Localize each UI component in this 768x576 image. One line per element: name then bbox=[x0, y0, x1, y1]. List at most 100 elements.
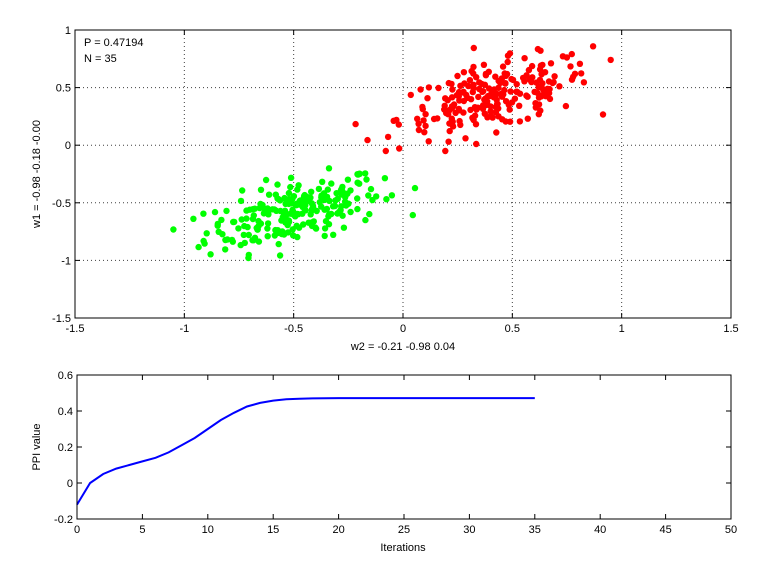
data-point bbox=[269, 206, 276, 213]
data-point bbox=[506, 50, 514, 57]
data-point bbox=[340, 224, 348, 231]
data-point bbox=[419, 103, 426, 111]
data-point bbox=[190, 215, 197, 222]
data-point bbox=[200, 210, 207, 217]
data-point bbox=[345, 200, 352, 207]
data-point bbox=[244, 223, 251, 231]
data-point bbox=[556, 83, 563, 90]
data-point bbox=[534, 89, 541, 97]
data-point bbox=[483, 101, 491, 108]
data-point bbox=[445, 79, 452, 87]
x-tick-label: 0 bbox=[400, 323, 406, 335]
data-point bbox=[501, 70, 508, 77]
data-point bbox=[417, 86, 424, 93]
data-point bbox=[275, 240, 282, 248]
data-point bbox=[322, 218, 330, 225]
data-point bbox=[470, 116, 477, 124]
data-point bbox=[315, 185, 323, 193]
data-point bbox=[310, 218, 317, 225]
data-point bbox=[237, 197, 245, 205]
scatter-x-axis-label: w2 = -0.21 -0.98 0.04 bbox=[350, 341, 455, 353]
data-point bbox=[470, 81, 477, 89]
data-point bbox=[224, 236, 231, 243]
x-tick-label: -1 bbox=[179, 323, 189, 335]
data-point bbox=[367, 185, 375, 193]
data-point bbox=[422, 111, 429, 118]
data-point bbox=[502, 80, 509, 87]
data-point bbox=[567, 63, 574, 70]
data-point bbox=[446, 120, 453, 127]
data-point bbox=[415, 126, 423, 134]
data-point bbox=[344, 190, 351, 197]
data-point bbox=[454, 72, 461, 80]
data-point bbox=[321, 225, 329, 232]
data-point bbox=[539, 80, 546, 87]
x-tick-label: 10 bbox=[202, 524, 214, 536]
data-point bbox=[344, 176, 352, 183]
data-point bbox=[293, 222, 300, 229]
data-point bbox=[276, 252, 284, 259]
data-point bbox=[245, 231, 252, 239]
data-point bbox=[347, 208, 354, 216]
data-point bbox=[533, 79, 540, 86]
data-point bbox=[308, 188, 315, 195]
data-point bbox=[274, 181, 281, 188]
data-point bbox=[249, 215, 257, 223]
scatter-ticks: -1.5 -1 -0.5 0 0.5 1 1.5 -1.5 -1 -0.5 0 0.5 1 bbox=[52, 25, 739, 335]
data-point bbox=[245, 254, 252, 262]
data-point bbox=[239, 187, 246, 194]
data-point bbox=[493, 129, 500, 136]
annotation-p-value: P = 0.47194 bbox=[84, 37, 143, 49]
data-point bbox=[299, 203, 306, 211]
data-point bbox=[474, 104, 482, 111]
y-tick-label: 0.4 bbox=[58, 406, 73, 418]
data-point bbox=[425, 84, 433, 91]
data-point bbox=[255, 217, 262, 225]
data-point bbox=[354, 205, 361, 213]
data-point bbox=[476, 79, 483, 86]
data-point bbox=[506, 106, 513, 113]
data-point bbox=[312, 224, 319, 231]
data-point bbox=[435, 84, 442, 92]
data-point bbox=[253, 224, 260, 232]
red-cluster bbox=[352, 43, 614, 155]
data-point bbox=[562, 102, 570, 110]
data-point bbox=[507, 88, 514, 95]
x-tick-label: 40 bbox=[594, 524, 606, 536]
data-point bbox=[287, 183, 294, 191]
data-point bbox=[411, 184, 419, 192]
data-point bbox=[528, 62, 536, 70]
data-point bbox=[568, 50, 575, 58]
data-point bbox=[470, 63, 477, 71]
x-tick-label: 35 bbox=[529, 524, 541, 536]
data-point bbox=[580, 79, 588, 86]
data-point bbox=[337, 187, 345, 194]
data-point bbox=[215, 228, 222, 235]
data-point bbox=[294, 186, 301, 193]
data-point bbox=[589, 43, 597, 50]
data-point bbox=[231, 218, 238, 226]
data-point bbox=[498, 93, 506, 100]
data-point bbox=[446, 106, 454, 114]
data-point bbox=[262, 176, 270, 184]
data-point bbox=[540, 88, 548, 95]
data-point bbox=[382, 147, 389, 155]
data-point bbox=[526, 75, 533, 83]
data-point bbox=[354, 179, 361, 186]
data-point bbox=[321, 232, 328, 240]
data-point bbox=[521, 55, 528, 62]
data-point bbox=[535, 111, 542, 118]
data-point bbox=[535, 101, 543, 108]
data-point bbox=[409, 211, 416, 219]
data-point bbox=[520, 75, 527, 82]
data-point bbox=[264, 205, 271, 212]
y-tick-label: -0.5 bbox=[52, 198, 71, 210]
data-point bbox=[442, 147, 449, 155]
data-point bbox=[362, 216, 369, 224]
y-tick-label: -1.5 bbox=[52, 313, 71, 325]
data-point bbox=[365, 192, 372, 199]
green-cluster bbox=[170, 165, 419, 262]
data-point bbox=[260, 210, 268, 217]
data-point bbox=[513, 81, 520, 88]
